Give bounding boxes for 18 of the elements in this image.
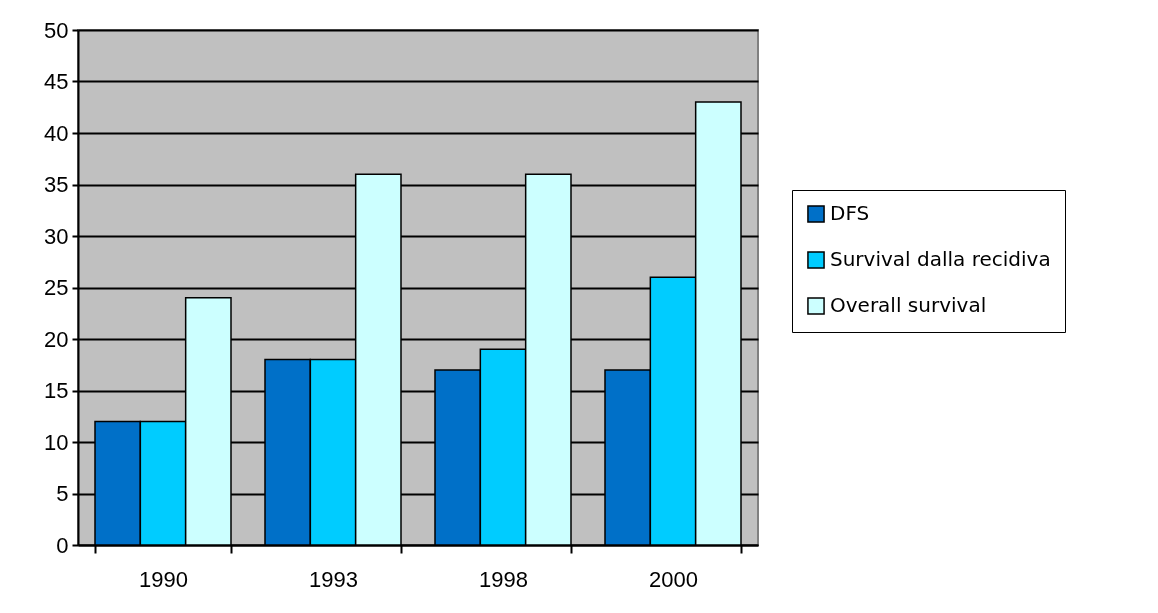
y-tick-label: 25 — [44, 275, 69, 300]
x-tick-label: 1990 — [139, 566, 188, 592]
y-tick-label: 20 — [44, 326, 69, 352]
y-tick-label: 40 — [44, 120, 69, 146]
y-tick-label: 50 — [44, 17, 69, 43]
y-tick-label: 15 — [44, 378, 69, 403]
legend-label: DFS — [830, 201, 870, 225]
y-tick-label: 30 — [44, 223, 69, 249]
y-tick-label: 45 — [44, 69, 69, 94]
y-tick-label: 35 — [44, 172, 69, 197]
x-tick-label: 2000 — [649, 566, 698, 592]
legend-label: Overall survival — [830, 293, 987, 317]
y-tick-label: 0 — [56, 532, 69, 558]
x-tick-label: 1993 — [309, 566, 358, 592]
y-tick-label: 10 — [44, 429, 69, 455]
y-tick-label: 5 — [56, 481, 69, 506]
legend-label: Survival dalla recidiva — [830, 247, 1051, 271]
x-tick-label: 1998 — [479, 566, 528, 592]
